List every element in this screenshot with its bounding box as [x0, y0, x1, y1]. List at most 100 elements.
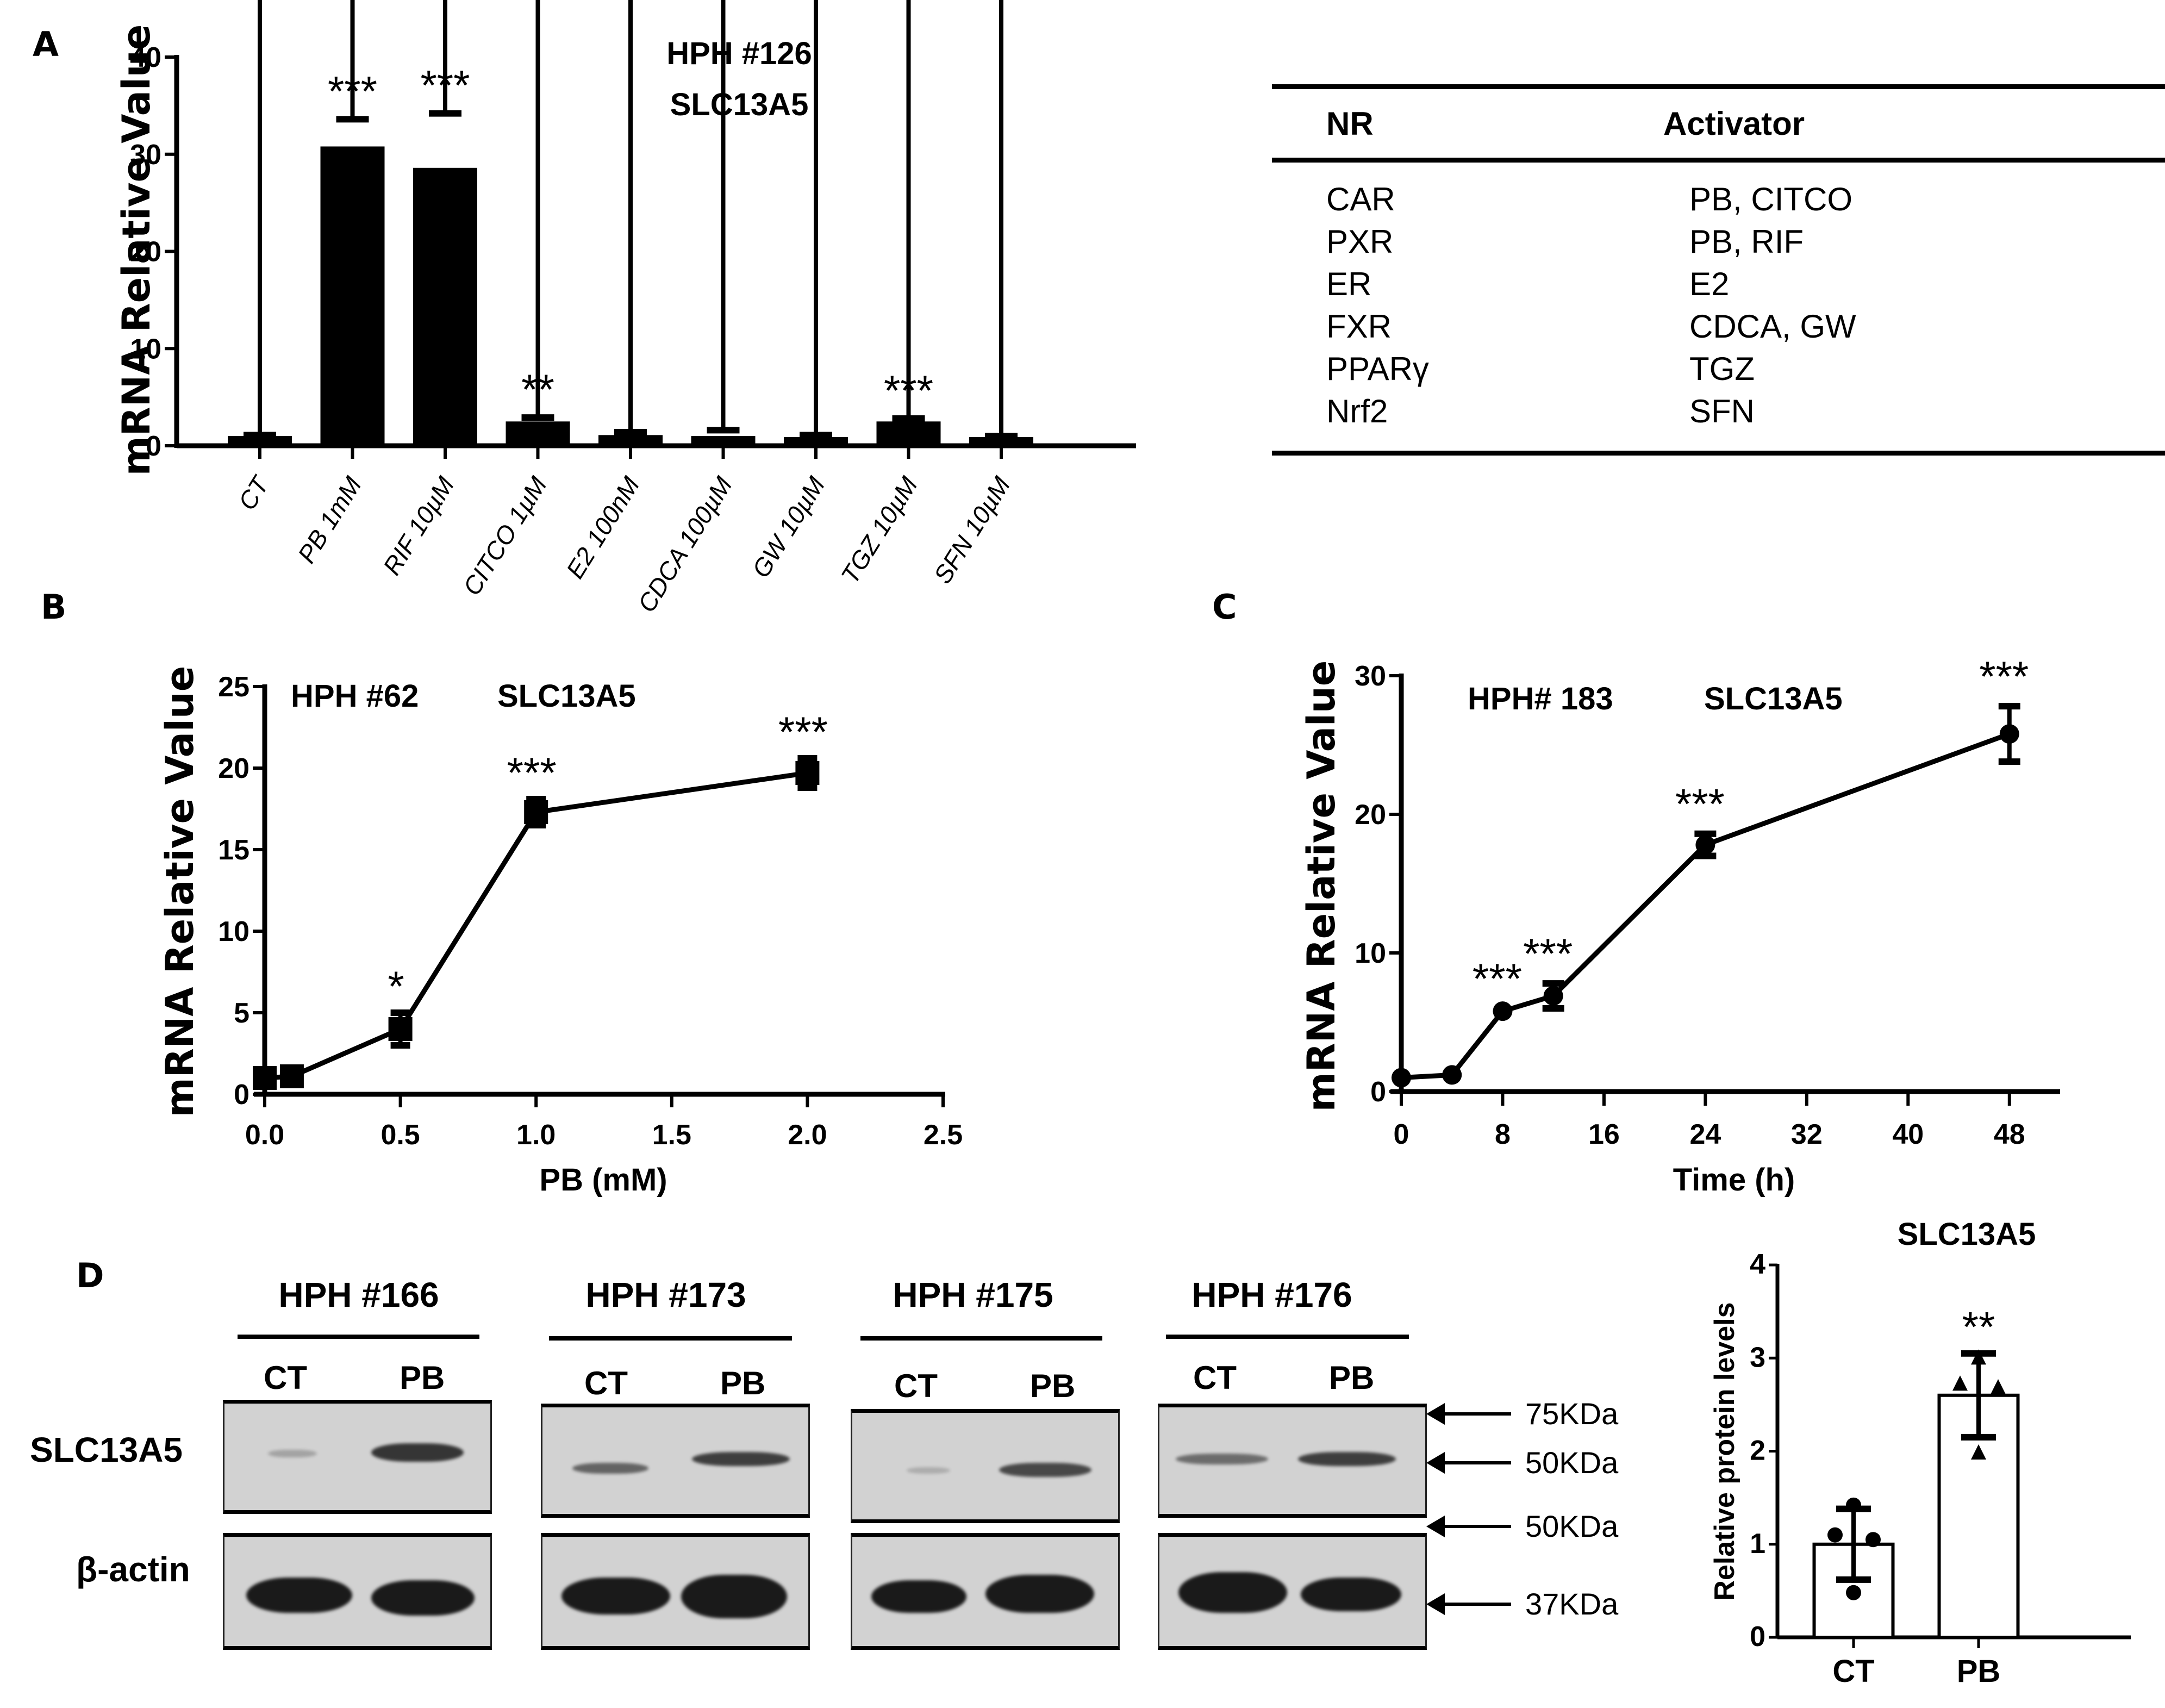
blot-actin-176 — [1158, 1533, 1427, 1650]
data-point-circle — [1543, 986, 1563, 1006]
y-tick-label: 25 — [218, 671, 249, 703]
chart-title: HPH #126 — [666, 36, 812, 71]
donor-title: HPH #166 — [278, 1275, 439, 1314]
significance-mark: *** — [1979, 652, 2029, 700]
panel-letter-d: D — [76, 1256, 104, 1295]
activator-cell: CDCA, GW — [1689, 308, 1856, 345]
data-point-circle — [1442, 1065, 1462, 1085]
x-tick-label: 16 — [1588, 1119, 1620, 1150]
activator-cell: E2 — [1689, 265, 1730, 302]
bar — [876, 421, 941, 446]
x-tick-label: PB — [1957, 1654, 2001, 1689]
lane-label-ct: CT — [894, 1368, 938, 1404]
nr-cell: CAR — [1326, 180, 1395, 217]
chart-subtitle: SLC13A5 — [497, 678, 636, 714]
nr-cell: PXR — [1326, 223, 1394, 260]
y-axis-label: Relative protein levels — [1709, 1302, 1740, 1600]
row-label-beta-actin: β-actin — [76, 1550, 190, 1589]
table-body: CAR PB, CITCO PXR PB, RIF ER E2 FXR CDCA, GW… — [1272, 163, 2165, 451]
data-point-circle — [1846, 1497, 1861, 1513]
nr-activator-table: NR Activator CAR PB, CITCO PXR PB, RIF ER E… — [1272, 84, 2165, 456]
table-row: CAR PB, CITCO — [1272, 178, 2165, 220]
y-axis-label: mRNA Relative Value — [158, 666, 202, 1117]
table-bottom-rule — [1272, 451, 2165, 456]
x-tick-label: 0 — [1394, 1119, 1409, 1150]
nr-cell: FXR — [1326, 308, 1392, 345]
y-axis-label: mRNA Relative Value — [114, 24, 159, 476]
x-tick-label: 24 — [1689, 1119, 1721, 1150]
lane-label-ct: CT — [1193, 1360, 1237, 1396]
table-row: ER E2 — [1272, 263, 2165, 305]
nr-cell: Nrf2 — [1326, 392, 1388, 429]
lane-label-pb: PB — [400, 1360, 445, 1396]
panel-letter-b: B — [41, 587, 67, 627]
bar — [506, 421, 570, 446]
bar — [228, 436, 292, 446]
significance-mark: *** — [1473, 955, 1522, 1002]
x-tick-label: 32 — [1791, 1119, 1823, 1150]
arrow-left-icon — [1426, 1515, 1511, 1537]
nr-cell: ER — [1326, 265, 1372, 302]
x-axis-label: Time (h) — [1673, 1162, 1795, 1198]
header-activator: Activator — [1663, 105, 1805, 142]
y-tick-label: 0 — [1370, 1076, 1386, 1108]
y-tick-label: 20 — [218, 753, 249, 784]
panel-letter-c: C — [1212, 587, 1237, 627]
data-point-circle — [1493, 1001, 1513, 1021]
chart-title: HPH# 183 — [1468, 681, 1613, 716]
data-point-circle — [1392, 1068, 1411, 1088]
significance-mark: *** — [1523, 930, 1573, 977]
row-label-slc13a5: SLC13A5 — [30, 1430, 183, 1469]
mw-marker-75kda: 75KDa — [1426, 1396, 1618, 1431]
significance-mark: * — [388, 962, 404, 1010]
blot-slc13a5-175 — [851, 1409, 1120, 1523]
donor-underline — [238, 1335, 479, 1339]
lane-label-ct: CT — [584, 1365, 628, 1401]
panel-letter-a: A — [33, 24, 59, 64]
x-tick-label: 0.5 — [380, 1119, 420, 1151]
x-tick-label: 1.0 — [516, 1119, 556, 1151]
arrow-left-icon — [1426, 1593, 1511, 1615]
significance-mark: *** — [778, 708, 828, 756]
data-point-square — [388, 1017, 413, 1041]
bar — [598, 435, 663, 446]
x-tick-label: 1.5 — [652, 1119, 691, 1151]
data-point-circle — [1846, 1585, 1861, 1600]
y-tick-label: 10 — [1355, 938, 1386, 969]
header-nr: NR — [1326, 105, 1374, 142]
mw-marker-50kda-upper: 50KDa — [1426, 1445, 1618, 1480]
x-tick-label: 2.0 — [788, 1119, 827, 1151]
mw-marker-50kda-lower: 50KDa — [1426, 1508, 1618, 1544]
bar — [784, 437, 848, 446]
donor-title: HPH #173 — [585, 1275, 746, 1314]
x-tick-label: 8 — [1495, 1119, 1511, 1150]
activator-cell: PB, CITCO — [1689, 180, 1853, 217]
lane-label-pb: PB — [720, 1365, 766, 1401]
table-row: FXR CDCA, GW — [1272, 305, 2165, 347]
blot-slc13a5-166 — [223, 1400, 492, 1514]
arrow-left-icon — [1426, 1451, 1511, 1474]
data-point-square — [253, 1066, 277, 1090]
activator-cell: TGZ — [1689, 350, 1755, 387]
data-point-triangle — [1971, 1349, 1986, 1365]
y-tick-label: 20 — [130, 236, 161, 268]
data-point-circle — [1827, 1527, 1843, 1543]
x-tick-label: 40 — [1892, 1119, 1924, 1150]
x-tick-label: 0.0 — [245, 1119, 284, 1151]
table-header-rule — [1272, 158, 2165, 163]
lane-label-ct: CT — [264, 1360, 307, 1396]
table-row: PPARγ TGZ — [1272, 347, 2165, 390]
y-tick-label: 10 — [130, 333, 161, 365]
table-row: Nrf2 SFN — [1272, 390, 2165, 432]
y-axis-label: mRNA Relative Value — [1299, 660, 1344, 1112]
chart-subtitle: SLC13A5 — [1704, 681, 1843, 716]
data-point-triangle — [1952, 1375, 1968, 1391]
nr-cell: PPARγ — [1326, 350, 1429, 387]
y-tick-label: 1 — [1750, 1528, 1765, 1560]
blot-actin-175 — [851, 1533, 1120, 1650]
donor-underline — [860, 1336, 1102, 1341]
table-header: NR Activator — [1272, 89, 2165, 158]
blot-slc13a5-173 — [541, 1404, 810, 1518]
